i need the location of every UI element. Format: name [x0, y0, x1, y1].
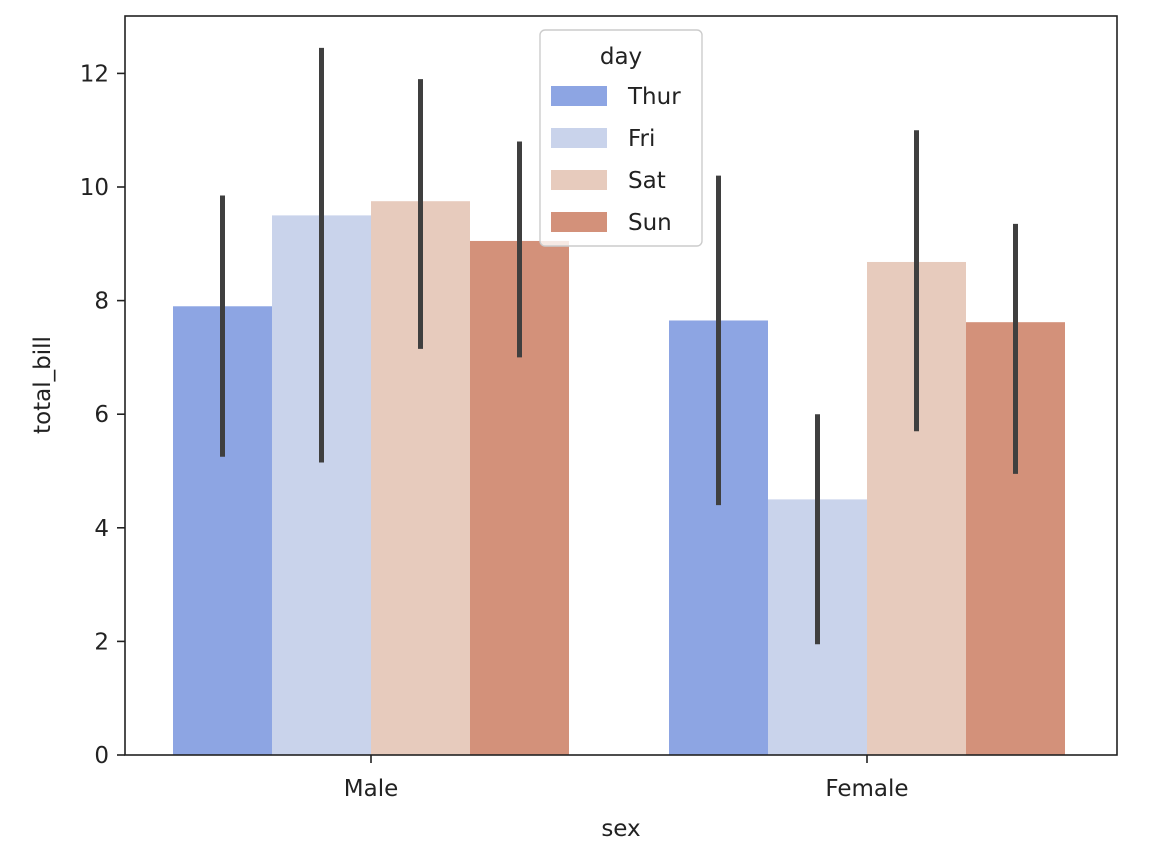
legend-label-sun: Sun	[628, 210, 672, 236]
y-tick-label: 8	[94, 289, 109, 315]
legend-swatch-fri	[551, 128, 607, 148]
legend-items: Thur Fri Sat Sun	[551, 84, 681, 236]
legend: day Thur Fri Sat Sun	[539, 29, 703, 247]
y-axis-label: total_bill	[30, 336, 56, 434]
legend-label-fri: Fri	[628, 126, 655, 152]
y-tick-label: 0	[94, 743, 109, 769]
y-tick-label: 10	[80, 175, 109, 201]
legend-swatch-thur	[551, 86, 607, 106]
x-tick-label: Male	[344, 776, 398, 802]
legend-label-sat: Sat	[628, 168, 666, 194]
x-tick-label: Female	[825, 776, 908, 802]
legend-label-thur: Thur	[627, 84, 681, 110]
y-tick-label: 12	[80, 61, 109, 87]
y-tick-label: 6	[94, 402, 109, 428]
x-axis-label: sex	[601, 816, 640, 842]
legend-swatch-sun	[551, 212, 607, 232]
legend-box	[539, 29, 703, 247]
error-bars-layer	[220, 47, 1018, 645]
plot-frame	[124, 15, 1118, 756]
legend-title: day	[600, 44, 642, 70]
x-axis: Male Female	[344, 755, 909, 802]
bars-layer	[173, 201, 1065, 755]
y-axis: 0 2 4 6 8 10 12	[80, 61, 125, 769]
y-tick-label: 4	[94, 516, 109, 542]
y-tick-label: 2	[94, 629, 109, 655]
legend-swatch-sat	[551, 170, 607, 190]
